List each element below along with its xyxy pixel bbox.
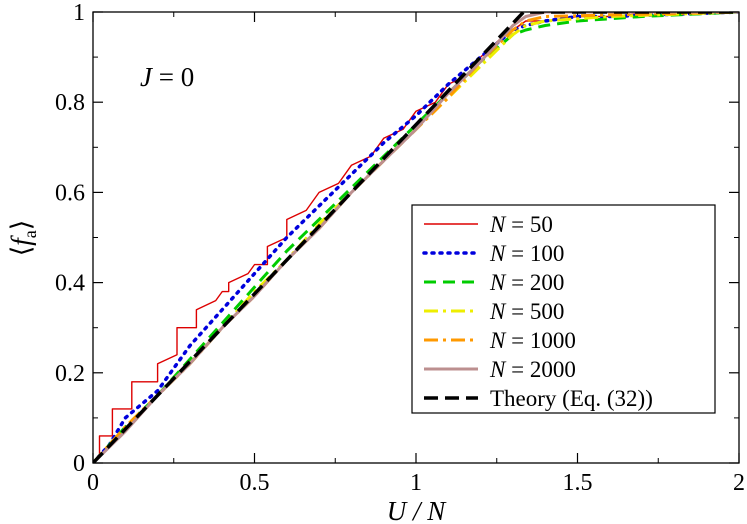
legend-label-2: N = 200 (489, 270, 564, 295)
legend-label-5: N = 2000 (489, 357, 576, 382)
series-line-1 (93, 12, 739, 463)
plot-frame (92, 11, 740, 464)
x-axis-title: U / N (387, 496, 448, 524)
legend-label-4: N = 1000 (489, 328, 576, 353)
legend-label-3: N = 500 (489, 299, 564, 324)
x-tick-label: 0.5 (240, 470, 270, 496)
x-tick-label: 0 (87, 470, 99, 496)
x-tick-label: 2 (733, 470, 745, 496)
legend-label-1: N = 100 (489, 241, 564, 266)
y-tick-label: 1 (73, 0, 85, 26)
legend-box (411, 204, 716, 414)
y-tick-label: 0.4 (55, 271, 85, 297)
y-tick-label: 0.2 (55, 361, 85, 387)
x-tick-label: 1.5 (563, 470, 593, 496)
j-annotation: J = 0 (140, 62, 194, 92)
legend-label-0: N = 50 (489, 212, 553, 237)
series-line-5 (93, 12, 739, 463)
y-tick-label: 0 (73, 451, 85, 477)
y-tick-label: 0.6 (55, 180, 85, 206)
legend: N = 50 N = 100 N = 200 N = 500 N = 1000 N = 2… (411, 204, 716, 414)
legend-label-6: Theory (Eq. (32)) (490, 386, 653, 411)
x-tick-label: 1 (410, 470, 422, 496)
y-axis-title: ⟨fa⟩ (6, 220, 40, 257)
y-tick-label: 0.8 (55, 90, 85, 116)
